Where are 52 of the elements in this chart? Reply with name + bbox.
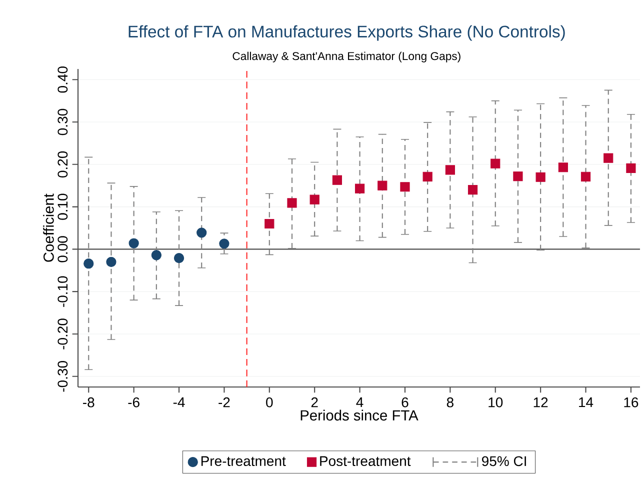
x-tick-label: 16: [624, 397, 638, 408]
text: 95% CI: [482, 456, 526, 466]
point: [219, 238, 230, 249]
point: [490, 158, 500, 168]
x-tick-label: 12: [534, 397, 548, 408]
point: [151, 250, 162, 260]
chart-title: Effect of FTA on Manufactures Exports Share (No Controls): [128, 25, 565, 41]
y-tick-label: -0.30: [58, 360, 68, 392]
x-tick-label: 6: [402, 397, 408, 408]
point: [580, 172, 591, 182]
y-tick-label: 0.30: [58, 108, 68, 136]
x-axis-title: Periods since FTA: [300, 410, 418, 421]
x-tick-label: 2: [311, 397, 318, 408]
y-tick-label: -0.10: [58, 276, 68, 307]
x-tick-label: 8: [446, 397, 454, 408]
point: [558, 162, 568, 172]
x-tick-label: 0: [266, 397, 273, 408]
point: [378, 180, 388, 190]
y-tick-label: 0.40: [58, 66, 68, 93]
x-tick-label: -8: [83, 397, 94, 408]
point: [400, 182, 410, 192]
point: [264, 218, 274, 229]
y-tick-label: -0.20: [58, 318, 68, 350]
point: [196, 228, 207, 238]
point: [310, 194, 320, 204]
point: [174, 253, 184, 264]
point: [287, 198, 297, 208]
x-tick-label: -2: [218, 397, 230, 408]
y-tick-label: 0.20: [58, 151, 68, 178]
y-axis-title: Coefficient: [43, 194, 54, 262]
point: [332, 175, 342, 185]
point: [422, 172, 432, 182]
x-tick-label: 14: [579, 397, 594, 408]
point: [84, 258, 94, 269]
point: [106, 256, 116, 267]
x-tick-label: -6: [128, 397, 140, 408]
point: [445, 165, 455, 175]
point: [354, 184, 365, 194]
legend-label: Pre-treatment: [201, 456, 286, 466]
y-tick-label: 0.00: [58, 236, 68, 262]
y-tick-label: 0.10: [58, 194, 68, 220]
x-tick-label: 4: [356, 397, 364, 408]
point: [604, 153, 614, 163]
point: [513, 171, 523, 182]
point: [468, 185, 478, 195]
point: [536, 172, 546, 182]
legend-label: Post-treatment: [320, 456, 411, 466]
x-tick-label: 10: [488, 397, 503, 408]
x-tick-label: -4: [173, 397, 185, 408]
point: [128, 238, 139, 248]
point: [626, 163, 636, 174]
chart-subtitle: Callaway & Sant'Anna Estimator (Long Gaps): [232, 52, 460, 62]
